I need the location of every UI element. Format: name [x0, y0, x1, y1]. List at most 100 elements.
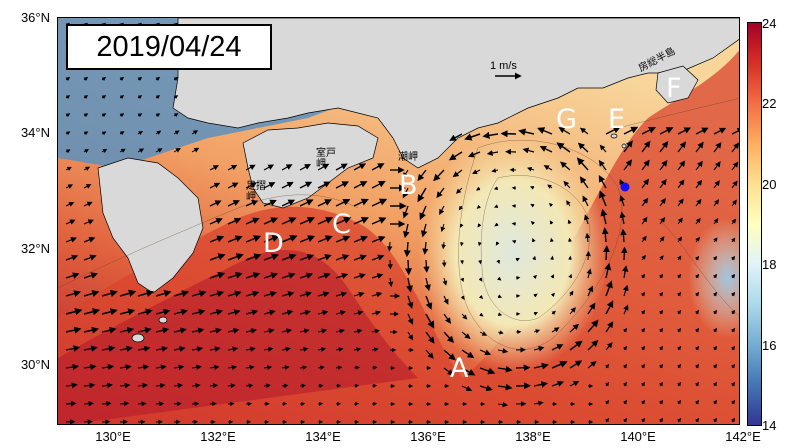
- current-vector: [496, 259, 500, 265]
- current-vector: [551, 310, 556, 315]
- island: [621, 143, 627, 149]
- current-vector: [299, 291, 312, 298]
- lat-label-34: 34°N: [20, 125, 50, 140]
- current-vector: [497, 383, 513, 391]
- current-vector: [640, 363, 646, 369]
- current-vector: [459, 241, 464, 247]
- current-vector: [281, 328, 293, 334]
- current-vector: [622, 284, 629, 297]
- lon-label-130: 130°E: [95, 429, 131, 444]
- current-vector: [335, 181, 350, 189]
- current-vector: [694, 255, 700, 261]
- current-vector: [101, 345, 116, 352]
- current-vector: [227, 235, 243, 243]
- current-vector: [83, 382, 96, 389]
- current-vector: [263, 164, 275, 171]
- current-vector: [83, 290, 100, 298]
- current-vector: [619, 195, 626, 207]
- current-vector: [556, 142, 571, 153]
- current-vector: [587, 339, 599, 351]
- boso-peninsula: [655, 65, 699, 104]
- current-vector: [371, 273, 384, 280]
- current-vector: [713, 199, 720, 207]
- current-vector: [101, 308, 118, 316]
- current-vector: [335, 272, 349, 280]
- current-vector: [263, 217, 279, 225]
- current-vector: [299, 328, 310, 334]
- current-vector: [209, 383, 219, 389]
- current-vector: [443, 349, 456, 361]
- current-vector: [511, 239, 517, 244]
- current-vector: [83, 95, 89, 100]
- honshu-land: [172, 18, 739, 169]
- current-vector: [694, 417, 700, 423]
- current-vector: [676, 417, 682, 423]
- current-vector: [676, 309, 682, 315]
- current-vector: [281, 291, 295, 298]
- current-vector: [65, 131, 71, 136]
- current-vector: [137, 401, 147, 407]
- current-vector: [371, 217, 387, 225]
- current-vector: [476, 204, 481, 209]
- current-vector: [209, 165, 219, 171]
- current-vector: [101, 326, 117, 334]
- current-vector: [245, 327, 257, 334]
- point-label-d: D: [263, 228, 284, 259]
- kyushu-land: [97, 157, 204, 294]
- current-vector: [478, 259, 483, 265]
- current-vector: [101, 289, 118, 297]
- current-vector: [569, 290, 574, 297]
- current-vector: [335, 216, 352, 225]
- current-vector: [712, 291, 718, 297]
- current-vector: [443, 331, 455, 344]
- current-vector: [695, 160, 703, 171]
- current-vector: [155, 290, 172, 297]
- current-vector: [317, 254, 332, 261]
- current-vector: [299, 181, 313, 189]
- current-vector: [353, 273, 366, 280]
- current-vector: [533, 312, 539, 316]
- current-vector: [173, 382, 184, 389]
- current-vector: [551, 327, 560, 333]
- current-vector: [137, 76, 143, 82]
- current-vector: [227, 309, 241, 316]
- current-vectors: [65, 22, 739, 424]
- current-vector: [577, 142, 589, 153]
- point-label-e: E: [608, 104, 626, 135]
- current-vector: [299, 235, 316, 243]
- current-vector: [353, 254, 367, 261]
- current-vector: [712, 255, 718, 261]
- current-vector: [65, 201, 75, 207]
- current-vector: [677, 217, 683, 225]
- current-vector: [532, 237, 536, 243]
- current-vector: [460, 277, 464, 283]
- current-vector: [335, 235, 351, 243]
- lon-label-136: 136°E: [410, 429, 446, 444]
- point-label-a: A: [450, 353, 469, 384]
- current-vector: [299, 272, 314, 279]
- current-vector: [406, 277, 413, 293]
- current-vector: [658, 273, 664, 279]
- current-vector: [695, 179, 703, 189]
- current-vector: [620, 228, 627, 243]
- current-vector: [676, 381, 682, 387]
- colorbar-tick-16: 16: [762, 338, 777, 353]
- current-vector: [137, 289, 154, 297]
- current-vector: [299, 365, 308, 370]
- current-vector: [533, 362, 549, 370]
- colorbar-tick-14: 14: [762, 418, 777, 433]
- current-vector: [478, 294, 484, 299]
- current-vector: [137, 95, 143, 100]
- current-vector: [533, 400, 544, 406]
- current-vector: [641, 216, 648, 225]
- lon-label-138: 138°E: [515, 429, 551, 444]
- current-vector: [549, 202, 554, 208]
- current-vector: [599, 144, 607, 153]
- current-vector: [191, 327, 205, 334]
- current-vector: [497, 348, 509, 354]
- current-vector: [730, 255, 736, 261]
- point-label-f: F: [666, 73, 682, 104]
- current-vector: [263, 309, 276, 316]
- current-vector: [371, 254, 385, 261]
- current-vector: [586, 268, 592, 279]
